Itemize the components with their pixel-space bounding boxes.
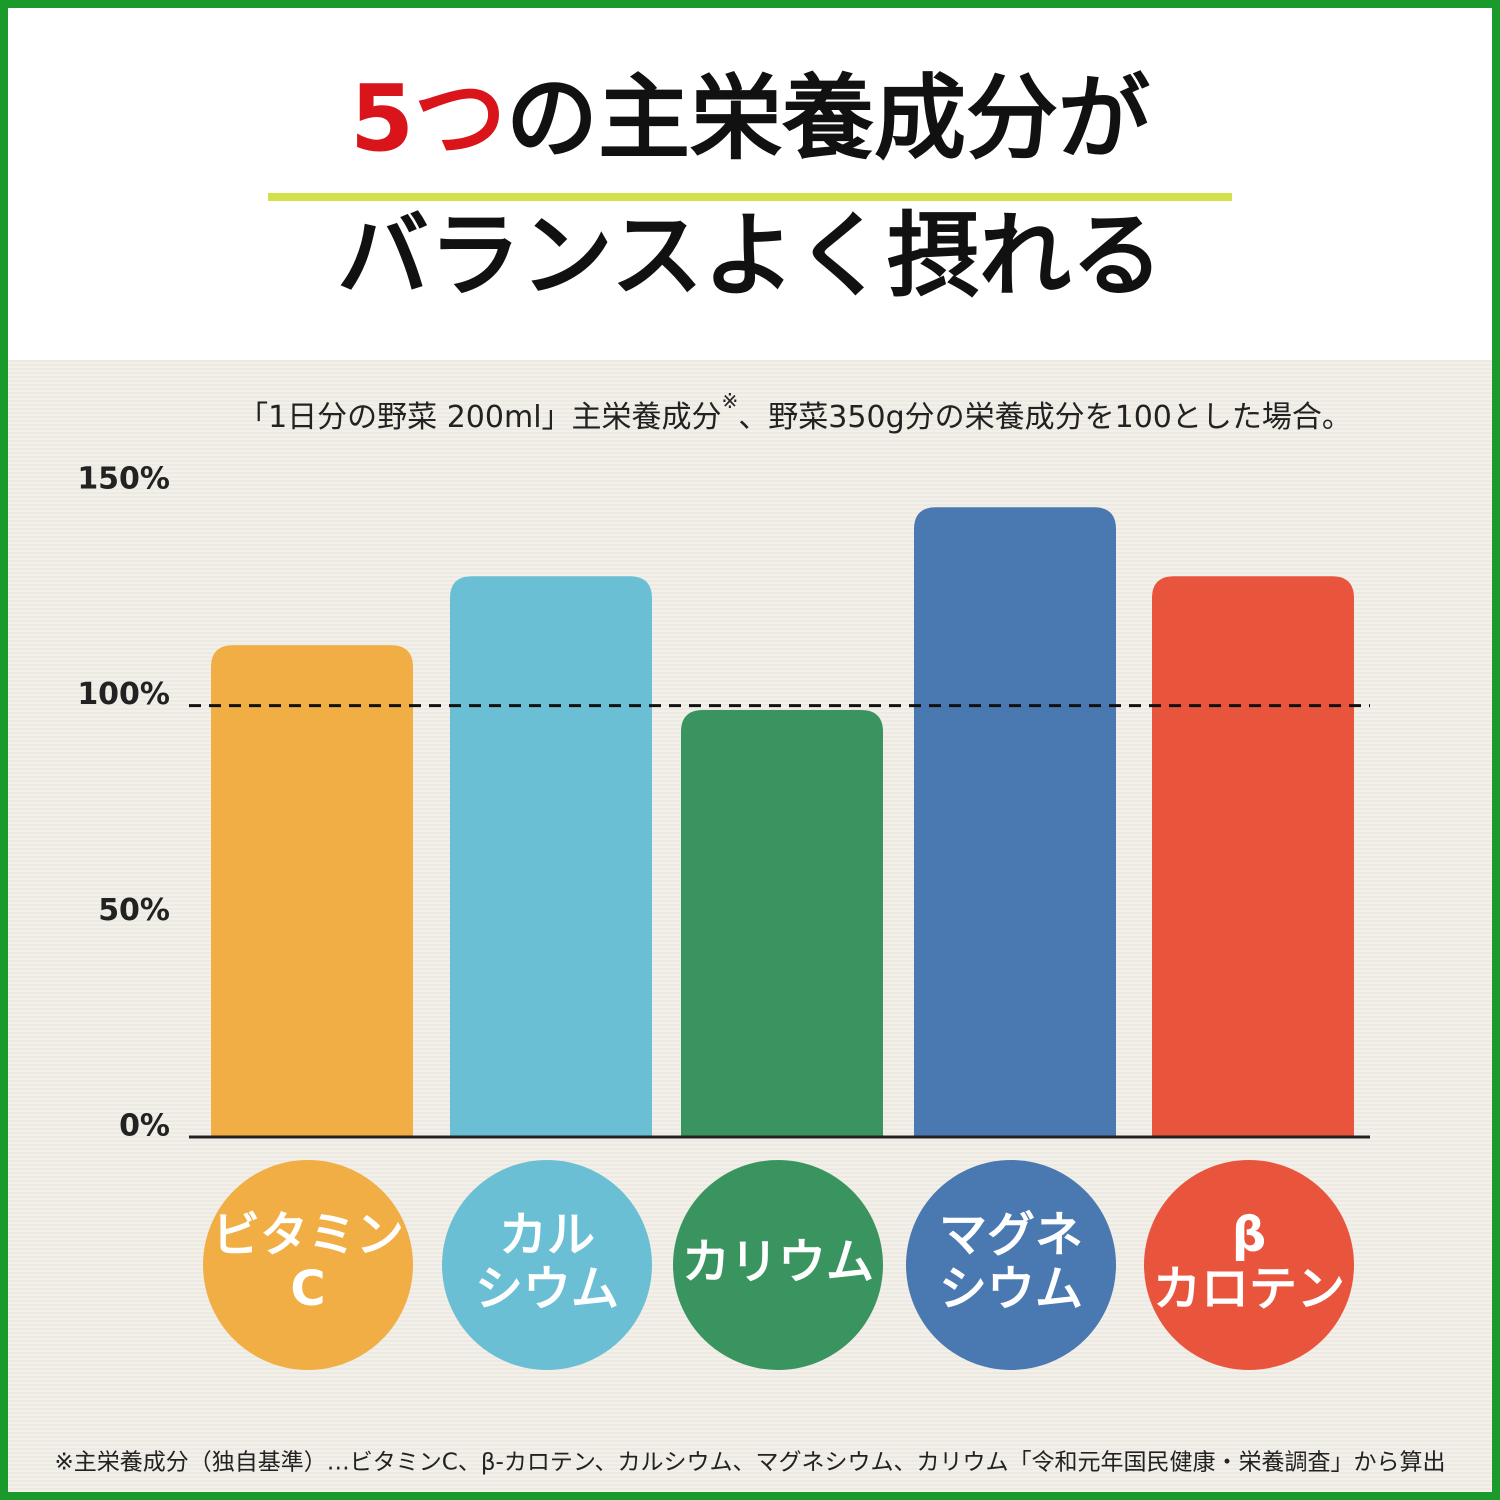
bar: [450, 576, 652, 1137]
subtitle: 「1日分の野菜 200ml」主栄養成分※、野菜350g分の栄養成分を100とした…: [238, 389, 1352, 435]
footnote: ※主栄養成分（独自基準）…ビタミンC、β-カロテン、カルシウム、マグネシウム、カ…: [55, 1450, 1446, 1476]
subtitle-part: 、野菜350g分の栄養成分を100とした場合。: [738, 400, 1352, 435]
category-circle: [1144, 1160, 1354, 1370]
category-label: マグネ: [939, 1207, 1083, 1263]
category-label: ビタミン: [212, 1207, 404, 1263]
category-circle: [203, 1160, 413, 1370]
bar: [914, 507, 1116, 1138]
category-label: シウム: [939, 1261, 1083, 1317]
bar: [1152, 576, 1354, 1137]
subtitle-part: 「1日分の野菜 200ml」主栄養成分: [238, 400, 721, 435]
category-label: β: [1232, 1207, 1266, 1263]
category-circle: [673, 1160, 883, 1370]
category-circle: [442, 1160, 652, 1370]
title-line-2: バランスよく摂れる: [337, 202, 1163, 309]
y-tick-label: 0%: [119, 1109, 170, 1144]
category-circle: [906, 1160, 1116, 1370]
title-highlight: 5つ: [350, 65, 506, 172]
title-line-1: 5つの主栄養成分が: [350, 65, 1150, 172]
y-tick-label: 50%: [98, 893, 170, 928]
category-label: カリウム: [682, 1234, 874, 1290]
y-tick-label: 100%: [77, 677, 170, 712]
title-rest: の主栄養成分が: [506, 65, 1150, 172]
y-tick-label: 150%: [77, 462, 170, 497]
category-label: シウム: [475, 1261, 619, 1317]
category-label: カロテン: [1153, 1261, 1345, 1317]
bar: [681, 709, 883, 1137]
category-label: C: [290, 1261, 325, 1317]
category-label: カル: [499, 1207, 595, 1263]
subtitle-mark: ※: [722, 389, 739, 413]
bar: [211, 645, 413, 1137]
